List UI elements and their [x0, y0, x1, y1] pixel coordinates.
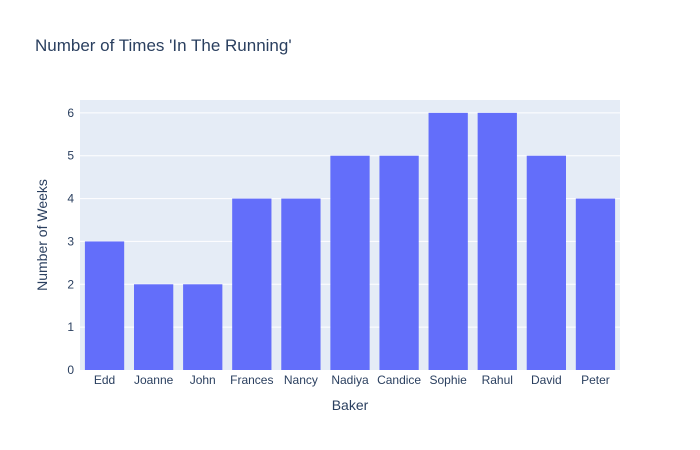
x-tick-label: Joanne: [134, 373, 174, 387]
y-tick-label: 5: [67, 149, 74, 163]
bar-peter: [575, 198, 616, 370]
y-tick-label: 6: [67, 106, 74, 120]
bars: [84, 112, 616, 370]
x-tick-label: John: [190, 373, 216, 387]
bar-nancy: [281, 198, 321, 370]
x-axis-ticks: Edd Joanne John Frances Nancy Nadiya Candice So…: [94, 373, 610, 387]
x-tick-label: Edd: [94, 373, 115, 387]
x-tick-label: Sophie: [429, 373, 467, 387]
x-tick-label: Nadiya: [331, 373, 369, 387]
y-axis-ticks: 0 1 2 3 4 5 6: [67, 106, 74, 377]
chart-title: Number of Times 'In The Running': [35, 36, 292, 55]
x-tick-label: Nancy: [284, 373, 318, 387]
y-tick-label: 2: [67, 277, 74, 291]
x-tick-label: Peter: [581, 373, 610, 387]
x-tick-label: Frances: [230, 373, 273, 387]
x-tick-label: David: [531, 373, 562, 387]
bar-sophie: [428, 112, 468, 370]
bar-frances: [232, 198, 272, 370]
bar-john: [183, 284, 223, 370]
x-tick-label: Rahul: [482, 373, 513, 387]
bar-edd: [84, 241, 125, 370]
y-tick-label: 0: [67, 363, 74, 377]
bar-nadiya: [330, 155, 370, 370]
y-axis-title: Number of Weeks: [34, 179, 50, 291]
y-tick-label: 3: [67, 234, 74, 248]
bar-joanne: [134, 284, 174, 370]
y-tick-label: 4: [67, 192, 74, 206]
x-tick-label: Candice: [377, 373, 421, 387]
bar-david: [526, 155, 566, 370]
bar-rahul: [477, 112, 517, 370]
y-tick-label: 1: [67, 320, 74, 334]
x-axis-title: Baker: [332, 397, 369, 413]
bar-candice: [379, 155, 419, 370]
